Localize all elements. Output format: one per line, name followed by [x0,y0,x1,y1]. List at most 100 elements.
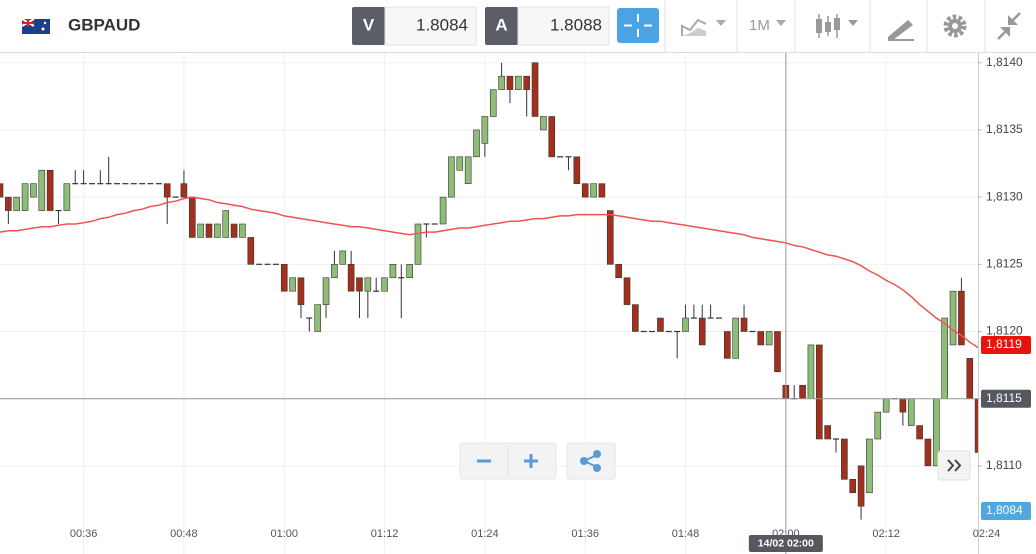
x-tick-label: 00:48 [170,528,198,540]
candle-body [314,304,321,332]
x-tick-label: 01:36 [571,528,599,540]
y-tick-label: 1,8140 [986,55,1023,69]
candle-body [239,223,246,238]
candle-body [598,183,606,198]
candle-body [439,196,447,225]
candle-body [531,62,539,117]
candle-body [506,75,514,90]
candle-body [581,183,589,198]
zoom-controls [459,442,616,480]
candle-body [841,438,848,480]
bid-tag-box [981,502,1031,520]
candle-body [966,358,974,399]
candle-body [13,196,21,211]
candle-body [247,237,255,265]
candle-style-button[interactable] [816,14,858,38]
price-axis: 1,8110 1,8115 1,8120 1,8125 1,8130 1,8135 1,81… [978,52,1031,554]
candle-body [331,264,338,279]
buy-label: A [495,15,507,34]
candle-body [799,384,806,399]
candle-body [949,290,957,346]
candle-body [916,425,923,440]
candle-body [381,277,388,292]
settings-button[interactable] [943,14,967,38]
sell-button[interactable]: V 1.8084 [352,6,477,46]
buy-button[interactable]: A 1.8088 [485,6,610,46]
x-tick-label: 01:24 [471,528,499,540]
candle-body [540,116,547,131]
plot-area [0,52,978,554]
y-tick-label: 1,8120 [986,324,1023,338]
share-button[interactable] [566,442,616,480]
bid-tag-label: 1,8084 [986,503,1023,517]
candle-body [732,317,739,359]
candle-body [882,398,890,413]
candle-body [322,277,330,305]
candle-body [339,250,347,265]
candle-body [958,290,965,346]
x-tick-label: 01:48 [672,528,700,540]
zoom-in-button[interactable] [524,454,538,468]
draw-button[interactable] [888,20,914,41]
candle-body [899,398,907,413]
y-tick-label: 1,8110 [986,458,1022,472]
symbol: GBPAUD [68,15,140,34]
x-tick-label: 02:24 [973,528,1001,540]
candle-body [197,223,204,238]
candle-body [974,398,978,453]
candle-body [824,425,831,440]
price-tag-label: 1,8115 [986,391,1022,405]
candle-body [38,169,46,211]
candle-body [924,438,932,467]
candle-body [874,411,882,440]
candle-body [280,264,288,292]
crosshair-time-box [748,535,823,552]
candle-body [774,331,781,373]
candle-body [5,196,12,211]
candle-body [757,331,765,346]
crosshair-time-label: 14/02 02:00 [758,537,814,549]
candle-body [481,116,489,144]
toolbar: GBPAUD V 1.8084 A 1.8088 1M [0,0,1036,53]
candle-body [63,183,71,211]
chart-type-button[interactable] [681,18,726,36]
timeframe: 1M [749,17,770,34]
candle-body [163,183,171,198]
x-tick-label: 01:00 [270,528,298,540]
candle-body [632,304,639,332]
candle-body [807,344,815,399]
candle-body [498,75,505,90]
y-tick-label: 1,8130 [986,189,1023,203]
candle-body [857,465,865,507]
flag-icon [21,18,50,34]
scroll-right-button[interactable] [937,450,971,481]
sell-label: V [363,15,375,34]
candle-body [682,317,689,332]
y-tick-label: 1,8135 [986,122,1023,136]
crosshair-button[interactable] [617,8,659,43]
candle-body [849,479,857,494]
candle-body [724,331,731,359]
ma-tag-label: 1,8119 [986,337,1022,351]
candle-body [590,183,597,198]
timeframe-button[interactable]: 1M [749,17,786,34]
candle-body [866,438,873,494]
candle-body [289,277,296,292]
candle-body [606,210,614,265]
candle-body [188,196,196,238]
candle-body [214,223,221,238]
candle-body [548,116,556,158]
moving-average [0,196,978,349]
price-tag-box [981,389,1031,408]
candle-body [389,264,397,279]
candle-body [230,223,238,238]
candle-body [473,129,480,158]
candle-body [765,331,773,346]
candle-body [297,277,305,305]
candle-body [456,156,464,171]
candle-body [21,183,29,211]
sell-price: 1.8084 [416,15,468,34]
collapse-button[interactable] [997,12,1021,40]
candle-body [698,317,706,346]
